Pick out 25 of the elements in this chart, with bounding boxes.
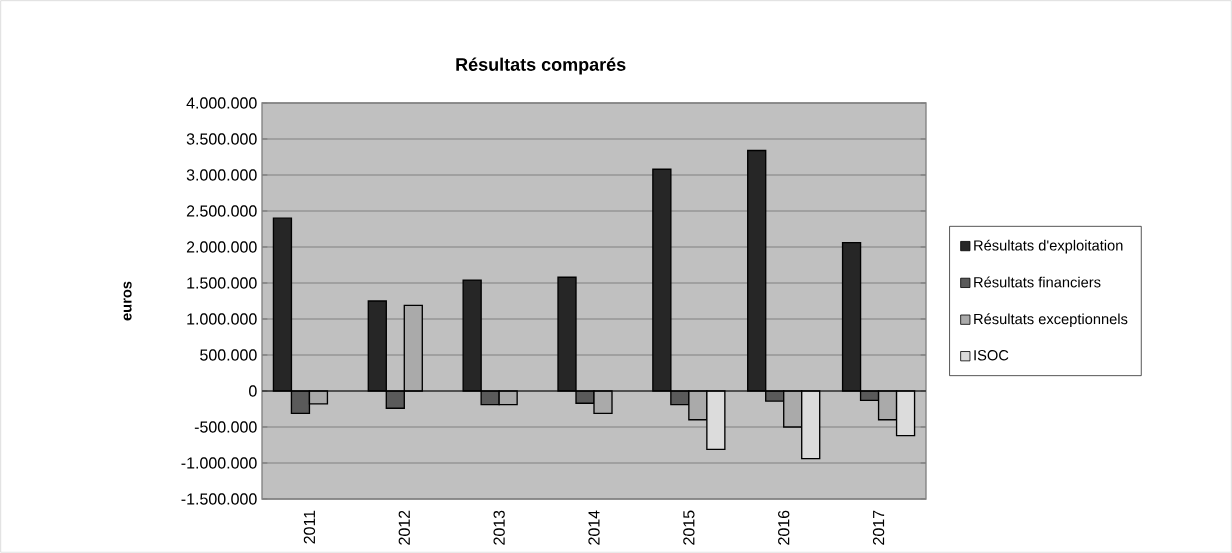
y-tick-label: 4.000.000 <box>186 97 257 109</box>
x-tick-label: 2016 <box>778 510 790 545</box>
x-tick-label: 2017 <box>872 510 885 545</box>
x-tick-label: 2014 <box>588 510 600 545</box>
legend-label: ISOC <box>974 350 1009 361</box>
y-tick-label: 2.500.000 <box>186 205 257 217</box>
y-tick-label: 500.000 <box>200 349 257 361</box>
x-tick-label: 2013 <box>493 510 505 545</box>
y-tick-label: -1.000.000 <box>181 457 257 469</box>
y-tick-label: -500.000 <box>194 421 257 433</box>
y-tick-label: 0 <box>249 385 257 397</box>
y-tick-label: 2.000.000 <box>186 241 257 253</box>
y-tick-label: -1.500.000 <box>181 493 257 505</box>
y-axis-title: euros <box>123 281 132 321</box>
legend-label: Résultats financiers <box>974 276 1101 288</box>
y-tick-label: 3.500.000 <box>186 133 257 145</box>
x-tick-label: 2011 <box>303 510 316 544</box>
legend-label: Résultats exceptionnels <box>974 313 1128 328</box>
legend-label: Résultats d'exploitation <box>974 239 1123 254</box>
y-tick-label: 3.000.000 <box>186 169 257 181</box>
y-tick-label: 1.500.000 <box>187 277 257 289</box>
chart-title: Résultats comparés <box>456 57 626 75</box>
y-tick-label: 1.000.000 <box>187 313 257 325</box>
x-tick-label: 2015 <box>683 510 695 545</box>
x-tick-label: 2012 <box>398 510 410 545</box>
